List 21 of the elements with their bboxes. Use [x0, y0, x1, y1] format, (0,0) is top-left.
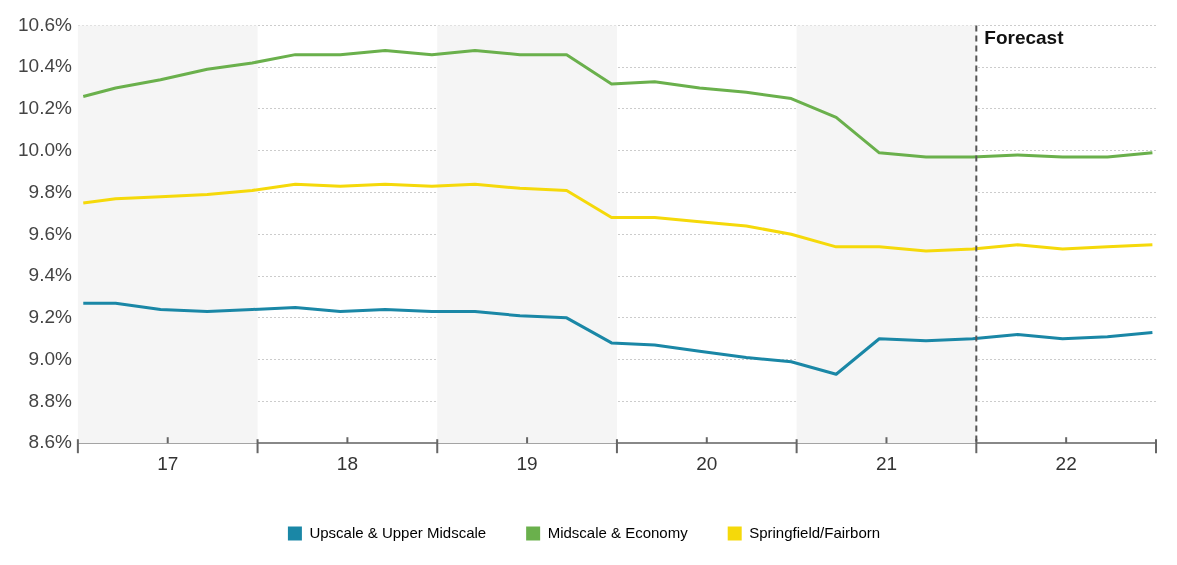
x-tick-label: 18	[336, 452, 358, 474]
x-tick-label: 21	[875, 452, 898, 474]
ref-line-label: Forecast	[984, 27, 1065, 49]
y-tick-label: 8.8%	[28, 389, 72, 411]
x-tick-label: 17	[157, 452, 179, 474]
y-tick-label: 8.6%	[28, 431, 72, 453]
x-tick-label: 20	[696, 452, 718, 474]
legend-label: Springfield/Fairborn	[749, 523, 881, 541]
legend-label: Midscale & Economy	[547, 523, 689, 541]
x-tick-label: 22	[1055, 452, 1077, 474]
y-tick-label: 10.6%	[18, 13, 72, 35]
legend-label: Upscale & Upper Midscale	[309, 523, 487, 541]
y-tick-label: 9.0%	[28, 347, 72, 369]
y-tick-label: 10.4%	[18, 55, 72, 77]
y-tick-label: 9.4%	[28, 264, 72, 286]
x-tick-label: 19	[516, 452, 538, 474]
y-tick-label: 9.8%	[28, 180, 72, 202]
y-tick-label: 10.0%	[18, 138, 72, 160]
y-tick-label: 9.6%	[28, 222, 72, 244]
y-tick-label: 10.2%	[18, 97, 72, 119]
y-tick-label: 9.2%	[28, 306, 72, 328]
